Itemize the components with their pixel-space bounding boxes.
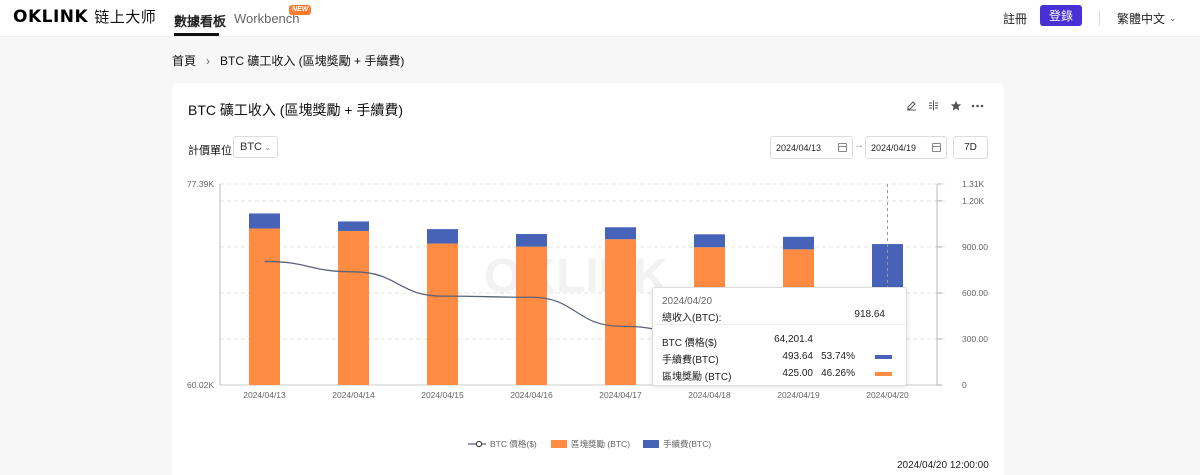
bar-fee (605, 227, 636, 240)
arrow-right-icon: → (854, 140, 864, 151)
right-axis-tick-label: 600.00 (962, 288, 988, 298)
left-axis-tick-label: 60.02K (187, 380, 214, 390)
card-toolbar (905, 99, 984, 112)
bar-fee (783, 236, 814, 250)
tooltip-row-value: 493.64 (782, 351, 813, 362)
x-tick-label: 2024/04/15 (421, 390, 464, 400)
tooltip-date: 2024/04/20 (662, 296, 713, 307)
logo-text: 链上大师 (94, 9, 157, 26)
tooltip-row-label: BTC 價格($) (662, 338, 717, 349)
legend-fee-label: 手續費(BTC) (663, 439, 711, 449)
bar-block-reward (605, 239, 636, 385)
bar-block-reward (338, 230, 369, 385)
nav-dashboard[interactable]: 數據看板 (174, 14, 227, 29)
unit-select[interactable]: BTC ⌄ (233, 136, 278, 158)
edit-icon[interactable] (905, 99, 918, 112)
legend-reward-swatch (551, 440, 567, 448)
legend-fee-swatch (643, 440, 659, 448)
chevron-down-icon: ⌄ (1169, 13, 1177, 23)
x-tick-label: 2024/04/16 (510, 390, 553, 400)
right-axis-tick-label: 900.00 (962, 242, 988, 252)
tooltip-total-label: 總收入(BTC): (662, 313, 722, 324)
legend-reward-label: 區塊獎勵 (BTC) (571, 439, 630, 449)
calendar-icon (932, 143, 941, 152)
register-link[interactable]: 註冊 (1003, 12, 1028, 26)
card-title: BTC 礦工收入 (區塊獎勵 + 手續費) (188, 102, 404, 118)
bar-fee (694, 234, 725, 248)
chart-card: BTC 礦工收入 (區塊獎勵 + 手續費) 計價單位 BTC ⌄ 2024/04… (172, 83, 1004, 475)
right-axis-tick-label: 0 (962, 380, 967, 390)
bar-block-reward (427, 243, 458, 385)
data-timestamp: 2024/04/20 12:00:00 (897, 460, 989, 471)
tooltip-total-value: 918.64 (854, 309, 885, 320)
legend-price-label: BTC 價格($) (490, 439, 537, 449)
breadcrumb-current: BTC 礦工收入 (區塊獎勵 + 手續費) (220, 54, 405, 68)
x-tick-label: 2024/04/13 (243, 390, 286, 400)
tooltip-row-price: BTC 價格($) 64,201.4 (662, 334, 813, 349)
right-axis-tick-label: 1.20K (962, 196, 985, 206)
oklink-logo-mark: OKLINK (13, 6, 89, 27)
right-axis-tick-label: 300.00 (962, 334, 988, 344)
login-button[interactable]: 登錄 (1040, 5, 1082, 26)
x-tick-label: 2024/04/20 (866, 390, 909, 400)
bar-fee (427, 229, 458, 244)
bar-fee (338, 221, 369, 231)
tooltip-row-pct: 46.26% (821, 368, 855, 379)
tooltip-divider (653, 324, 906, 325)
chevron-down-icon: ⌄ (264, 142, 271, 152)
left-axis-tick-label: 77.39K (187, 179, 214, 189)
end-date-input[interactable]: 2024/04/19 (865, 136, 947, 159)
chevron-right-icon: › (206, 53, 211, 68)
range-7d-button[interactable]: 7D (953, 136, 988, 159)
tooltip-row-reward: 區塊獎勵 (BTC) 425.00 46.26% (662, 368, 892, 383)
right-axis-tick-label: 1.31K (962, 179, 985, 189)
reward-swatch (875, 372, 892, 376)
x-tick-label: 2024/04/19 (777, 390, 820, 400)
unit-label: 計價單位 (188, 145, 232, 157)
tooltip-row-value: 425.00 (782, 368, 813, 379)
bar-fee (516, 234, 547, 247)
tooltip-row-pct: 53.74% (821, 351, 855, 362)
chart-tooltip: 2024/04/20 總收入(BTC): 918.64 BTC 價格($) 64… (652, 287, 907, 386)
nav-divider (1099, 10, 1100, 26)
active-tab-indicator (174, 33, 219, 36)
unit-value: BTC (240, 141, 262, 153)
tooltip-row-fee: 手續費(BTC) 493.64 53.74% (662, 351, 892, 366)
split-icon[interactable] (927, 99, 940, 112)
start-date-value: 2024/04/13 (776, 142, 822, 153)
chart-watermark: OKLINK (484, 250, 668, 303)
tooltip-row-label: 手續費(BTC) (662, 355, 719, 366)
x-tick-label: 2024/04/14 (332, 390, 375, 400)
star-icon[interactable] (949, 99, 962, 112)
tooltip-row-value: 64,201.4 (774, 334, 813, 345)
calendar-icon (838, 143, 847, 152)
top-navbar: OKLINK 链上大师 數據看板 Workbench NEW 註冊 登錄 繁體中… (0, 0, 1200, 37)
legend-price-marker (475, 440, 483, 448)
bar-block-reward (249, 228, 280, 385)
x-tick-label: 2024/04/18 (688, 390, 731, 400)
x-tick-label: 2024/04/17 (599, 390, 642, 400)
new-badge: NEW (289, 5, 312, 15)
fee-swatch (875, 355, 892, 359)
language-selector[interactable]: 繁體中文 ⌄ (1117, 10, 1177, 27)
language-label: 繁體中文 (1117, 12, 1166, 26)
bar-fee (249, 213, 280, 229)
breadcrumb-home[interactable]: 首頁 (172, 54, 197, 68)
more-icon[interactable] (971, 99, 984, 112)
logo[interactable]: OKLINK 链上大师 (13, 6, 156, 27)
breadcrumb: 首頁 › BTC 礦工收入 (區塊獎勵 + 手續費) (172, 52, 404, 69)
bar-block-reward (516, 246, 547, 385)
start-date-input[interactable]: 2024/04/13 (770, 136, 853, 159)
tooltip-row-label: 區塊獎勵 (BTC) (662, 372, 732, 383)
nav-workbench[interactable]: Workbench (234, 11, 300, 26)
end-date-value: 2024/04/19 (871, 142, 917, 153)
